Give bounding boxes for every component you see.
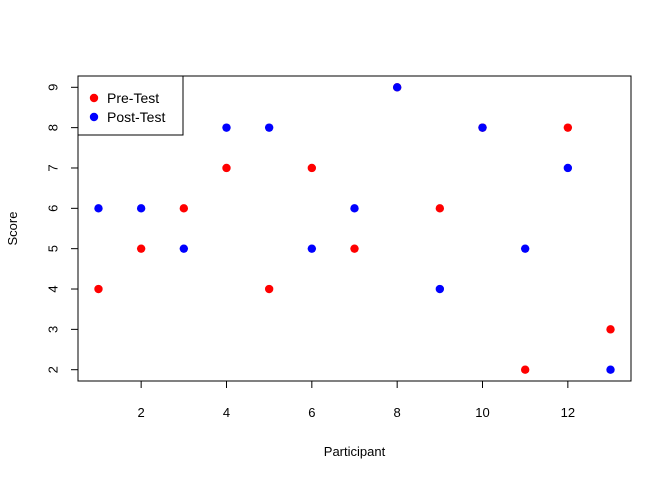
legend-marker-pre-test bbox=[89, 93, 99, 103]
point-post-test bbox=[350, 204, 359, 213]
point-pre-test bbox=[307, 163, 317, 173]
point-pre-test bbox=[179, 204, 189, 213]
data-points bbox=[94, 83, 615, 374]
y-axis-label: Score bbox=[5, 212, 20, 246]
point-post-test bbox=[435, 284, 445, 294]
point-pre-test bbox=[563, 123, 573, 132]
point-post-test bbox=[563, 163, 573, 173]
point-post-test bbox=[392, 83, 402, 92]
point-pre-test bbox=[606, 325, 615, 334]
point-post-test bbox=[179, 244, 189, 253]
point-post-test bbox=[136, 204, 146, 213]
y-tick-label: 4 bbox=[46, 285, 61, 292]
y-tick-label: 5 bbox=[46, 245, 61, 252]
point-post-test bbox=[222, 123, 231, 132]
x-axis-label: Participant bbox=[324, 444, 386, 459]
y-axis: 2 3 4 5 6 7 8 9 bbox=[46, 84, 79, 373]
x-tick-label: 12 bbox=[561, 405, 575, 420]
y-tick-label: 9 bbox=[46, 84, 61, 91]
point-post-test bbox=[94, 204, 103, 213]
y-tick-label: 8 bbox=[46, 124, 61, 131]
x-tick-label: 2 bbox=[138, 405, 145, 420]
x-tick-label: 4 bbox=[223, 405, 230, 420]
point-post-test bbox=[307, 244, 317, 253]
y-tick-label: 2 bbox=[46, 366, 61, 373]
legend-box bbox=[77, 75, 184, 136]
y-tick-label: 6 bbox=[46, 205, 61, 212]
x-tick-label: 8 bbox=[394, 405, 401, 420]
point-post-test bbox=[520, 244, 530, 253]
x-tick-label: 6 bbox=[308, 405, 315, 420]
point-post-test bbox=[606, 365, 615, 374]
y-tick-label: 7 bbox=[46, 164, 61, 171]
legend-label-post-test: Post-Test bbox=[107, 109, 165, 125]
point-pre-test bbox=[520, 365, 530, 374]
point-pre-test bbox=[435, 204, 445, 213]
point-post-test bbox=[478, 123, 487, 132]
point-pre-test bbox=[136, 244, 146, 253]
point-post-test bbox=[264, 123, 274, 132]
point-pre-test bbox=[94, 284, 103, 294]
x-axis: 2 4 6 8 10 12 bbox=[138, 380, 575, 420]
legend-marker-post-test bbox=[89, 112, 99, 122]
point-pre-test bbox=[350, 244, 359, 253]
point-pre-test bbox=[222, 163, 231, 173]
legend: Pre-Test Post-Test bbox=[77, 75, 184, 136]
x-tick-label: 10 bbox=[475, 405, 489, 420]
y-tick-label: 3 bbox=[46, 326, 61, 333]
legend-label-pre-test: Pre-Test bbox=[107, 90, 159, 106]
point-pre-test bbox=[264, 284, 274, 294]
